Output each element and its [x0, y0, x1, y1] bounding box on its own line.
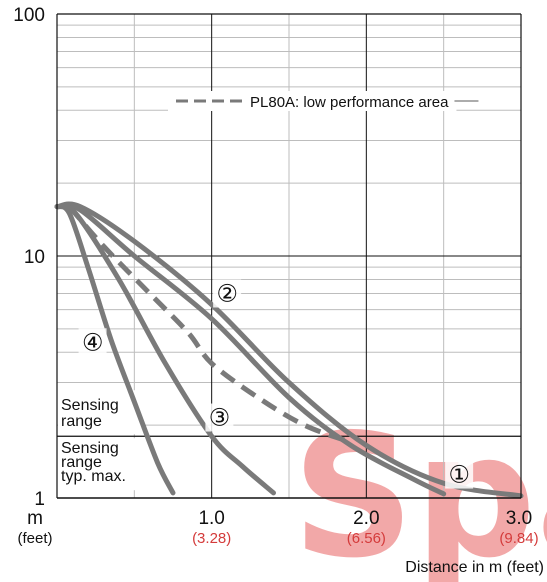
axes: 1 10 100 m(feet) 1.0(3.28) 2.0(6.56) 3.0(9.84)…: [13, 5, 544, 576]
x-tick-label: 2.0: [353, 508, 379, 529]
band-label-sensing-range: Sensing: [61, 397, 119, 414]
band-label-bg: [58, 438, 150, 491]
series-layer: [54, 201, 524, 499]
x-tick-label: 3.0: [506, 508, 532, 529]
x-tick-sublabel: (9.84): [499, 530, 538, 547]
y-tick-label: 1: [34, 489, 45, 510]
band-label-typ-max: Sensing: [61, 440, 119, 457]
curve-label-1: ①: [448, 461, 470, 489]
x-axis-label: Distance in m (feet): [405, 559, 544, 576]
curve-label-bg: [205, 403, 234, 432]
y-tick-label: 100: [13, 5, 45, 26]
curve-label-4: ④: [82, 328, 104, 356]
curve-labels: ① ② ③ ④: [78, 279, 474, 489]
curve-label-bg: [445, 460, 474, 489]
y-tick-label: 10: [24, 247, 45, 268]
legend-bg: [168, 91, 457, 111]
legend-label: PL80A: low performance area: [250, 94, 449, 111]
curve-label-3: ③: [209, 404, 231, 432]
band-label-typ-max: typ. max.: [61, 468, 126, 485]
curve-label-2: ②: [216, 279, 238, 307]
x-tick-label: m: [27, 508, 43, 529]
series-line-pl80a: [67, 204, 352, 445]
x-tick-sublabel: (feet): [17, 530, 52, 547]
band-label-typ-max: range: [61, 454, 102, 471]
x-tick-sublabel: (6.56): [347, 530, 386, 547]
curve-label-bg: [78, 328, 107, 357]
watermark-layer: Spa: [292, 398, 547, 582]
curve-label-bg: [213, 279, 242, 308]
series-line-1: [54, 201, 524, 499]
watermark-text: Spa: [292, 398, 547, 582]
legend: PL80A: low performance area: [168, 91, 479, 111]
band-label-bg: [58, 390, 142, 435]
series-line-4: [54, 204, 176, 496]
band-label-sensing-range: range: [61, 413, 102, 430]
x-tick-sublabel: (3.28): [192, 530, 231, 547]
series-line-2: [54, 202, 447, 497]
x-tick-label: 1.0: [198, 508, 224, 529]
